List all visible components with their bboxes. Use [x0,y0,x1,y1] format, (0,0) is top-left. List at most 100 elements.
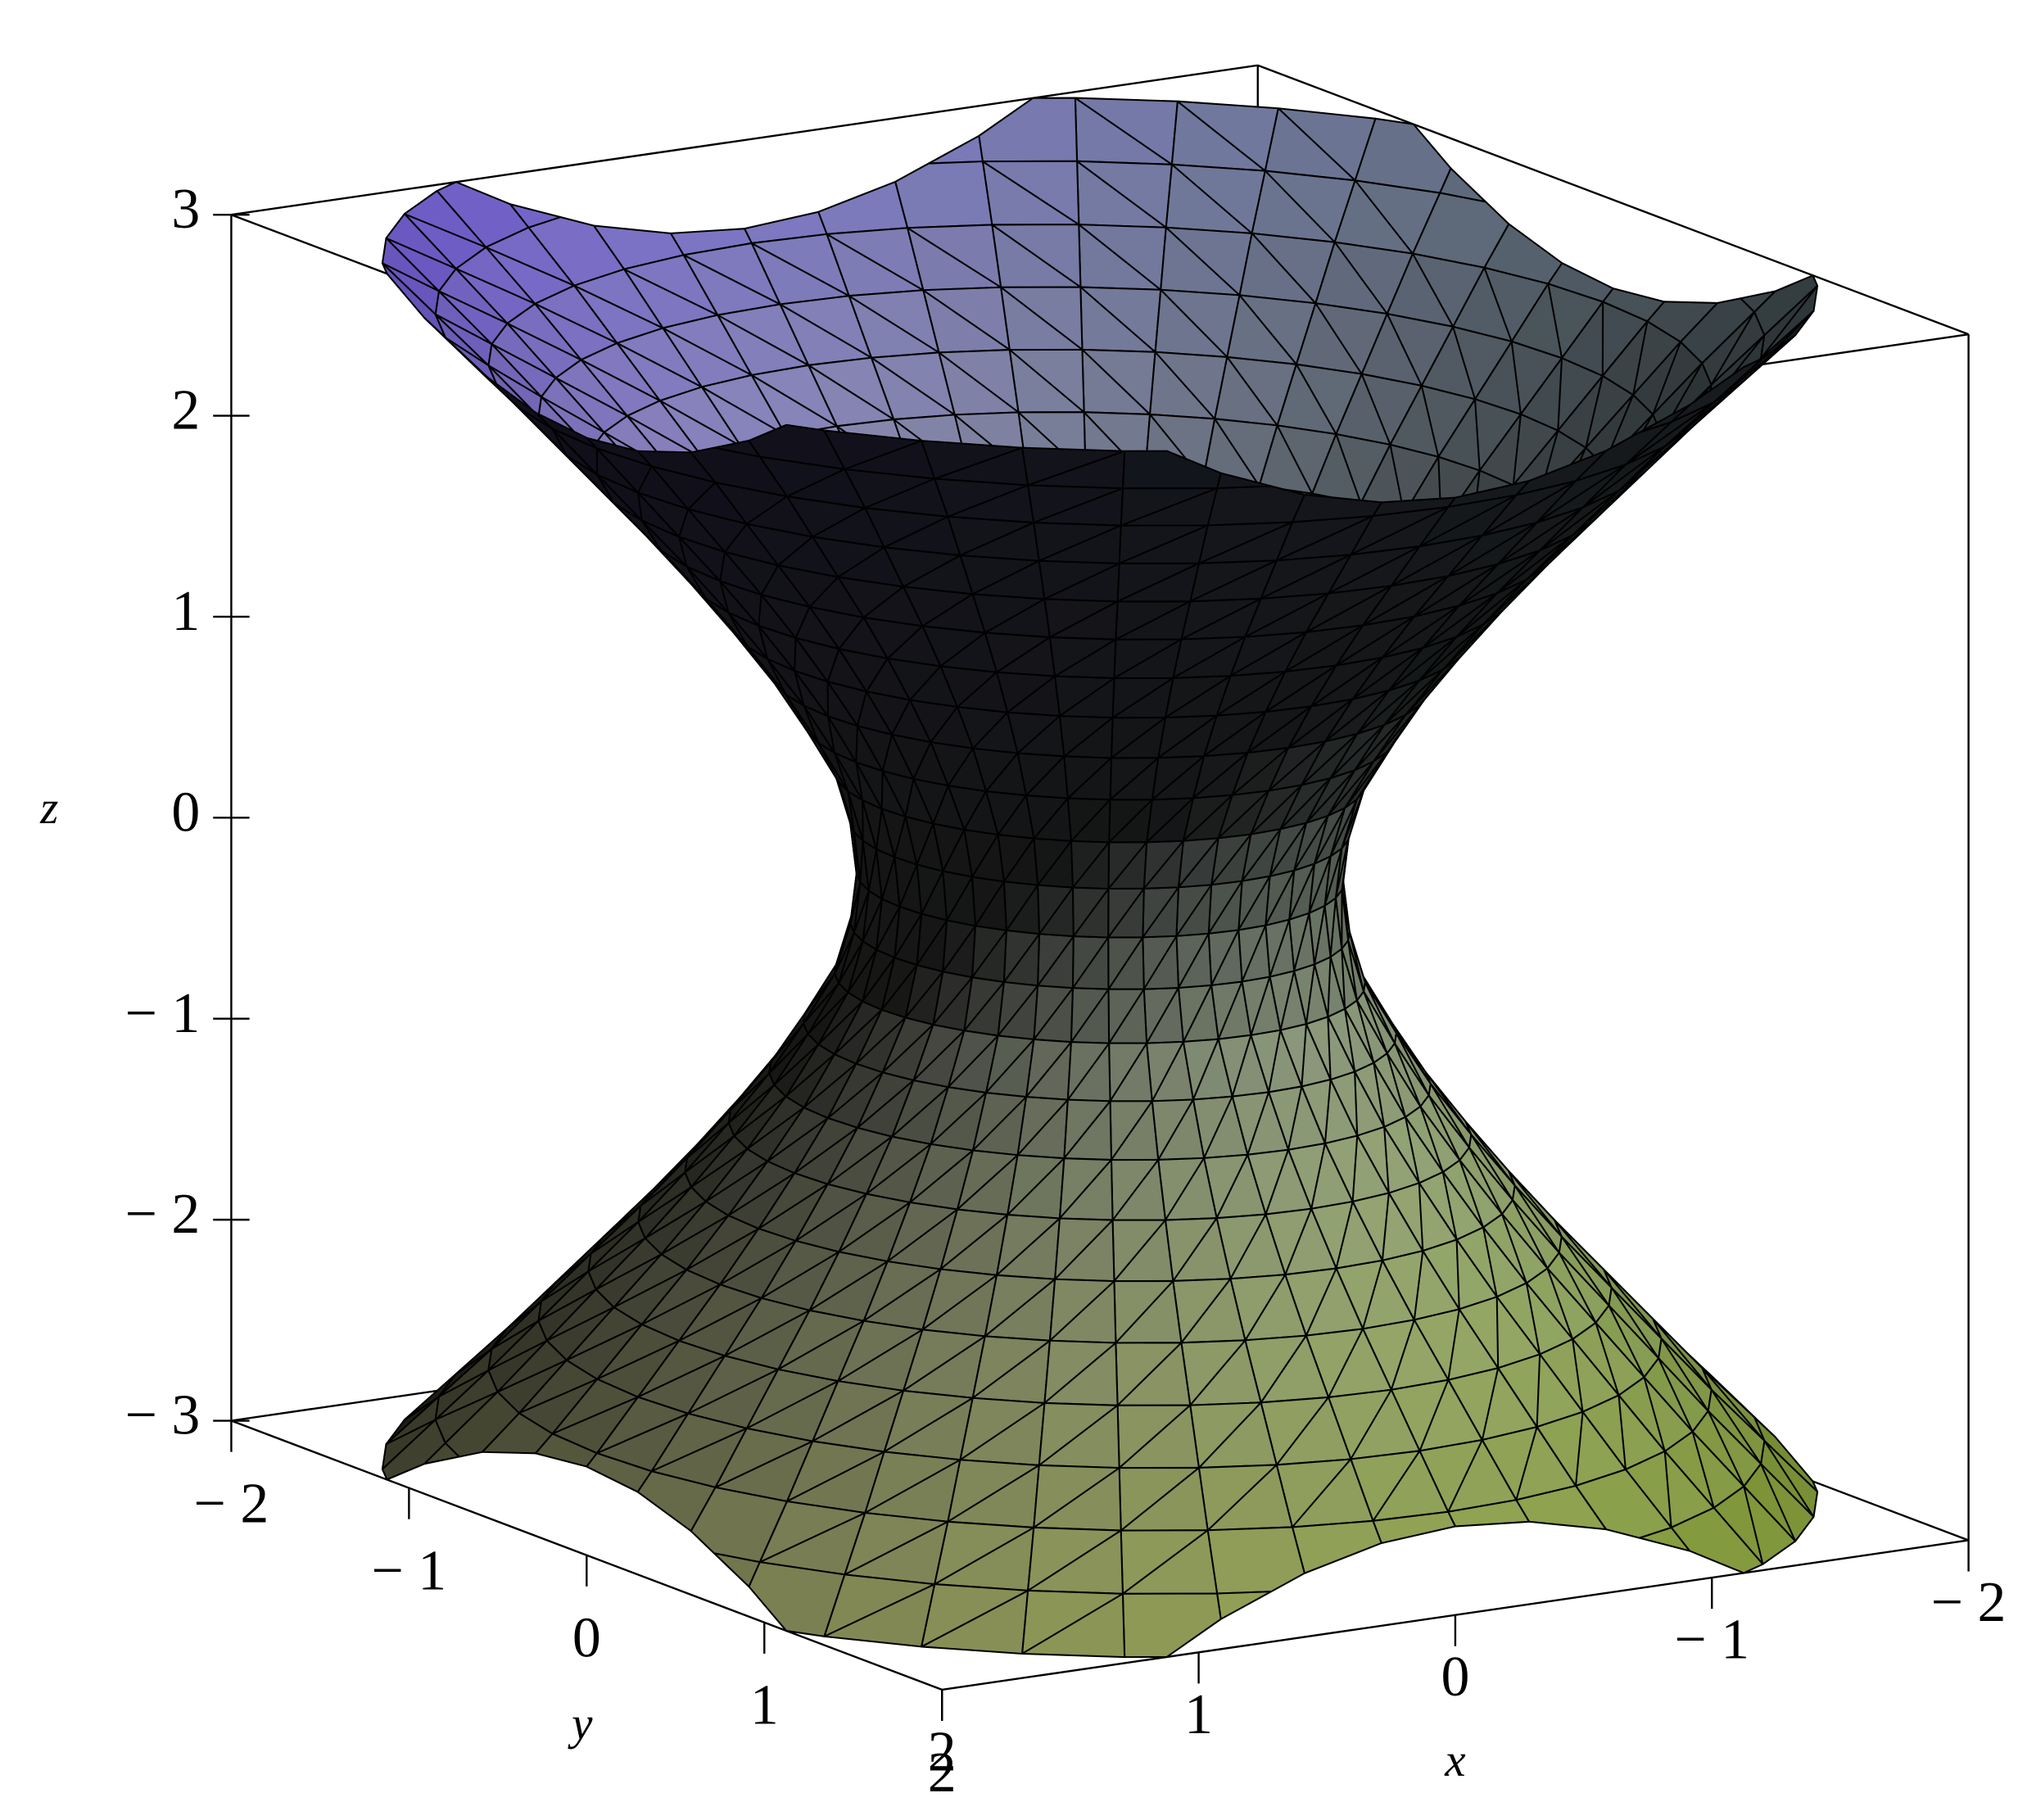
z-tick-label: − 2 [125,1183,201,1246]
surface-patch [1115,600,1192,641]
surface-patch [1078,224,1167,291]
surface-patch [1175,932,1213,989]
surface-patch [1142,886,1180,939]
surface-patch [1142,840,1184,890]
surface-patch [963,976,1005,1037]
surface-patch [984,1274,1056,1342]
surface-patch [927,134,984,165]
surface-patch [894,161,993,229]
surface-patch [1021,446,1126,490]
surface-patch [1207,880,1243,935]
surface-patch [921,625,998,673]
surface-patch [1206,1526,1305,1595]
surface-patch [1121,1592,1222,1659]
surface-patch [1113,1279,1183,1344]
surface-patch [963,828,1005,883]
surface-patch [1043,598,1119,641]
z-axis-label: z [39,782,58,834]
surface-patch [864,507,961,557]
surface-patch [1154,288,1241,358]
surface-patch [959,1397,1046,1466]
surface-patch [837,576,924,627]
surface-patch [1207,929,1243,986]
surface-patch [1071,935,1110,990]
surface-patch [984,632,1056,677]
surface-patch [1109,757,1160,801]
surface-patch [1016,752,1069,799]
surface-patch [947,785,999,836]
z-tick-label: 1 [171,580,200,643]
y-tick-label: 1 [750,1674,779,1737]
surface-patch [1079,286,1162,353]
x-tick-label: 1 [1184,1683,1213,1746]
surface-patch [1021,1589,1126,1659]
surface-patch [1074,97,1179,165]
surface-patch [894,856,923,915]
y-tick-label: 2 [928,1741,957,1804]
y-tick-label: − 1 [372,1540,447,1603]
surface-patch [1063,1098,1112,1161]
x-tick-label: 0 [1441,1646,1469,1709]
surface-patch [903,586,986,634]
surface-patch [1058,1157,1114,1221]
surface-patch [996,671,1061,718]
surface-patch [916,912,948,973]
x-axis-label: x [1444,1735,1465,1786]
surface-patch [1048,636,1117,679]
surface-patch [1081,348,1156,415]
surface-patch [1076,160,1173,229]
z-tick-label: 3 [171,178,200,241]
surface-patch [904,964,944,1025]
surface-patch [1291,1519,1382,1574]
surface-patch [1118,524,1209,564]
surface-patch [921,1583,1029,1655]
surface-patch [1177,837,1219,889]
surface-patch [1007,711,1066,758]
surface [381,97,1819,1659]
z-tick-label: 2 [171,379,200,442]
surface-patch [947,1459,1040,1528]
surface-patch [1670,1506,1764,1574]
surface-patch [947,515,1040,562]
surface-patch [1197,1464,1294,1532]
surface-patch [1108,1042,1153,1102]
surface-patch [876,848,901,908]
surface-patch [1109,1100,1160,1161]
y-tick-label: 0 [572,1607,601,1670]
surface-patch [1638,404,1691,433]
surface-patch [1107,936,1145,990]
surface-patch [748,1561,846,1637]
surface-patch [959,555,1046,600]
surface-patch [1116,1404,1200,1469]
surface-patch [1107,887,1145,939]
surface-patch [1070,987,1111,1044]
surface-patch [812,1380,905,1453]
surface-patch [956,705,1019,754]
surface-patch [758,455,866,509]
surface-patch [1058,714,1114,759]
surface-patch [1038,559,1120,603]
surface-patch [1037,884,1075,938]
box-edge [1257,64,1970,336]
surface-patch [1120,1529,1219,1595]
y-tick-label: − 2 [194,1472,269,1535]
surface-patch [997,980,1039,1041]
surface-patch [971,925,1007,983]
surface-patch [1189,1401,1278,1469]
surface-patch [1142,987,1184,1044]
surface-patch [1113,638,1183,679]
surface-patch [1116,562,1200,603]
surface-patch [1574,1468,1672,1539]
surface-patch [1033,1464,1122,1532]
surface-patch [1054,1217,1115,1283]
surface-patch [1054,675,1115,719]
surface-patch [942,919,977,979]
surface-patch [1149,351,1228,420]
surface-patch [1037,933,1075,989]
surface-patch [971,876,1007,931]
surface-patch [1170,100,1279,172]
surface-patch [1115,1342,1192,1406]
surface-patch [1038,1401,1120,1469]
surface-patch [1025,795,1072,842]
surface-patch [1071,886,1110,939]
